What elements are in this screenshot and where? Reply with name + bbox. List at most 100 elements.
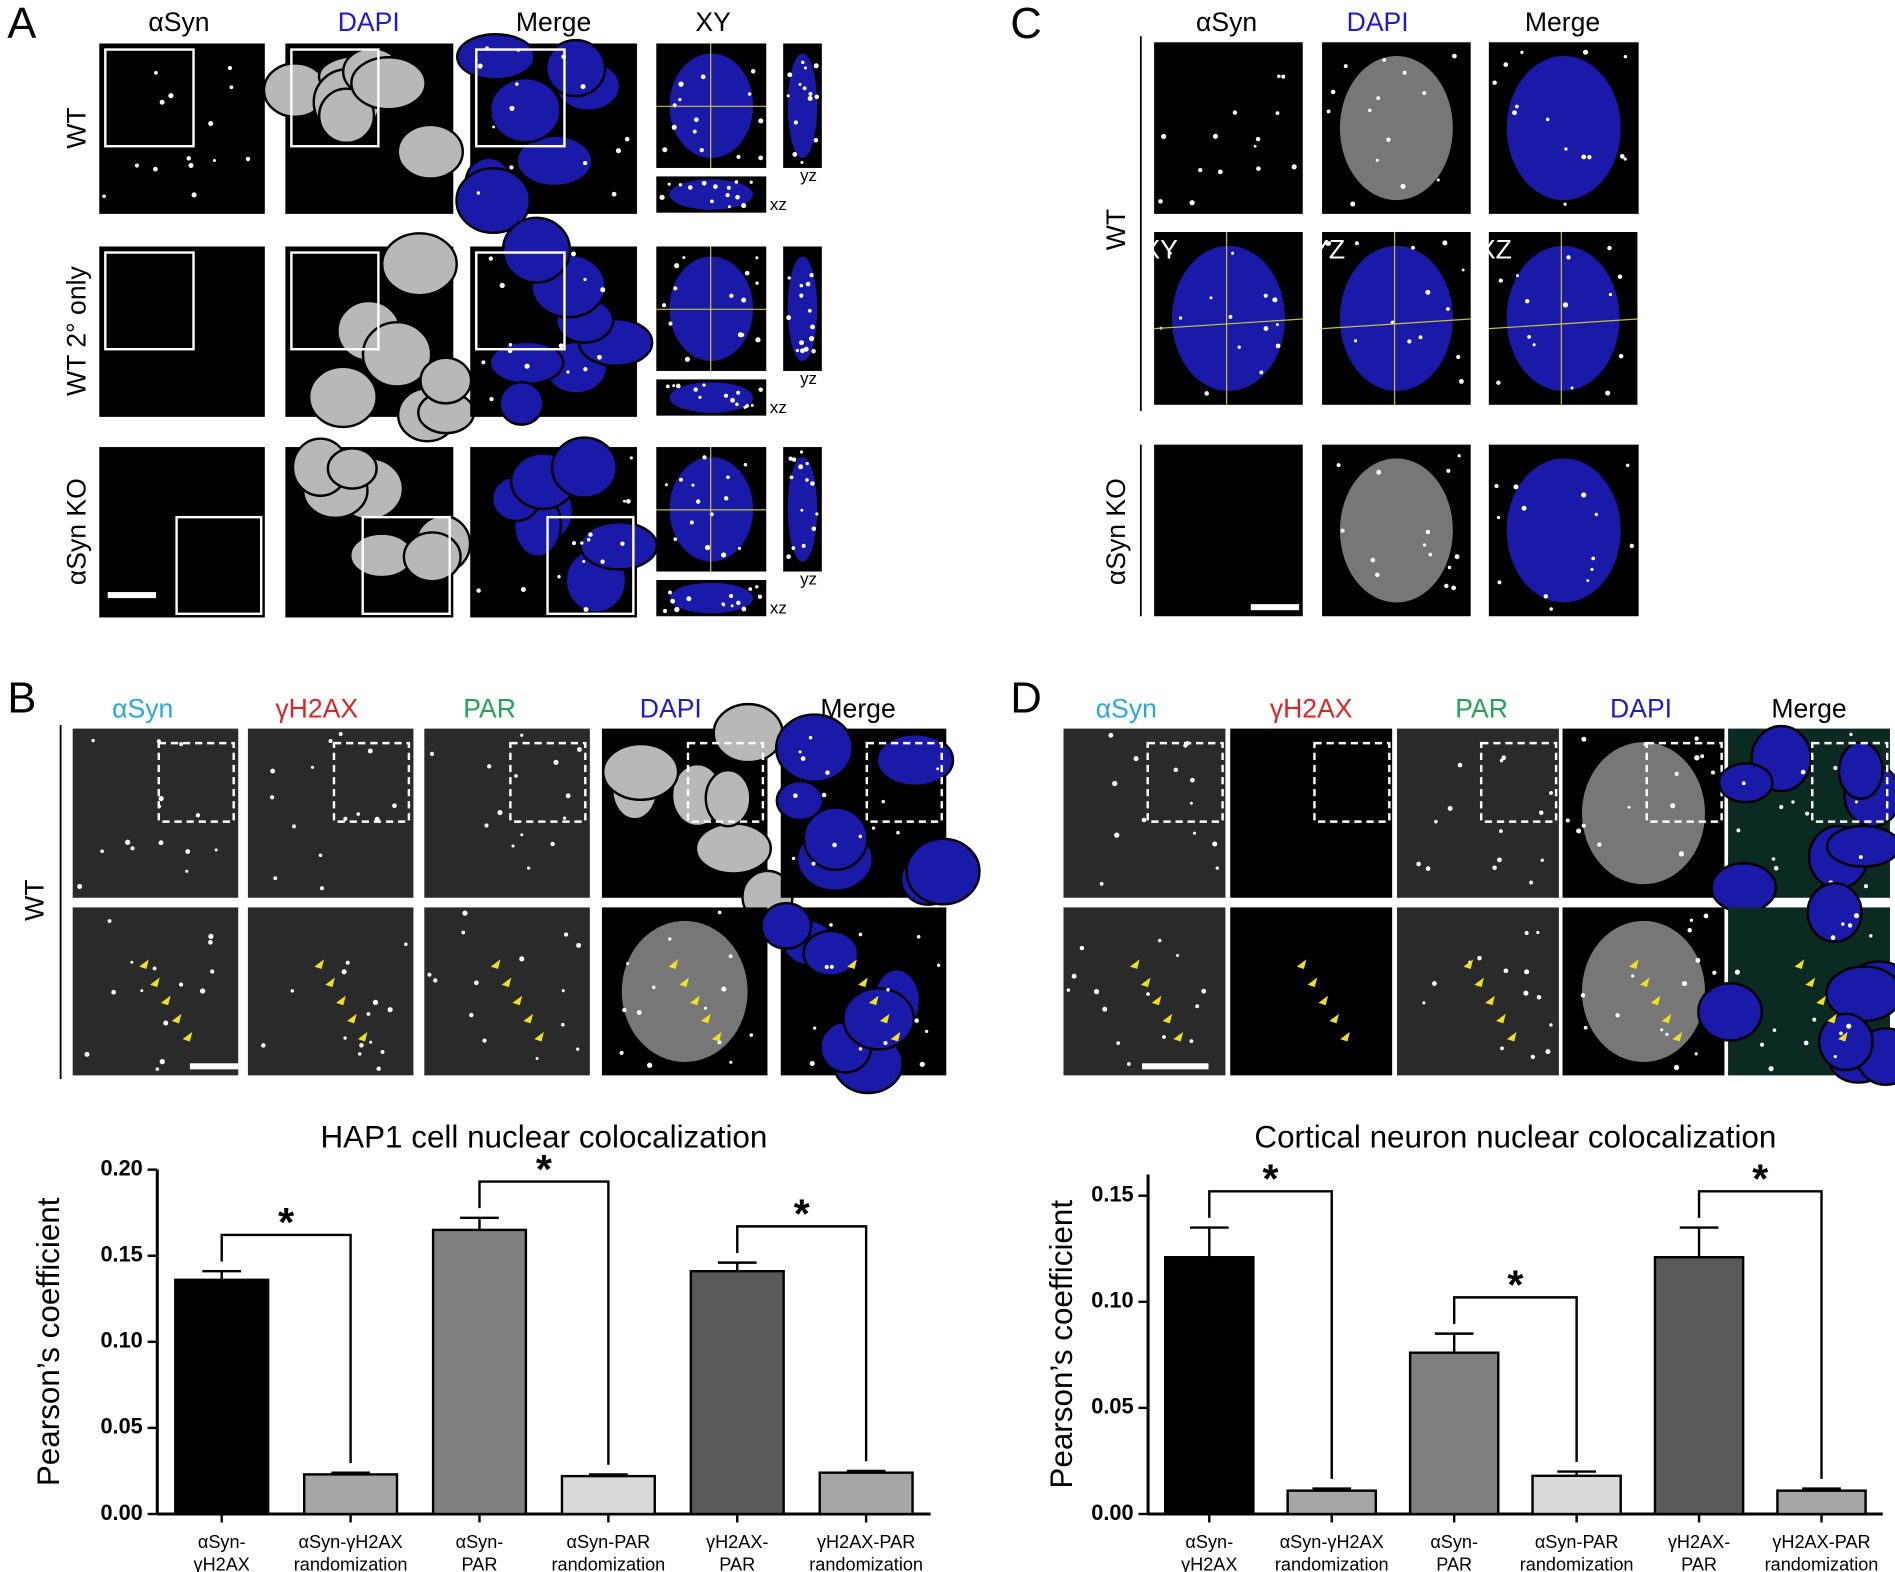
puncta (1457, 762, 1463, 768)
puncta (1370, 557, 1376, 563)
puncta (1281, 74, 1286, 79)
puncta (832, 842, 837, 848)
bar (1286, 1489, 1378, 1516)
y-tick-label: 0.00 (1091, 1500, 1133, 1525)
puncta (367, 748, 373, 754)
puncta (740, 332, 745, 337)
puncta (730, 604, 734, 608)
bar (689, 1270, 785, 1516)
nucleus (842, 987, 915, 1051)
puncta (1189, 1039, 1194, 1044)
significance-label: * (278, 1199, 294, 1245)
bar (302, 1473, 399, 1516)
puncta (489, 397, 494, 402)
label: yz (800, 166, 817, 185)
puncta (1803, 1040, 1809, 1046)
puncta (1215, 866, 1219, 870)
puncta (1586, 579, 1590, 582)
puncta (1545, 1049, 1551, 1055)
puncta (698, 395, 702, 399)
puncta (726, 475, 730, 480)
puncta (1418, 335, 1423, 340)
puncta (668, 590, 672, 595)
puncta (686, 596, 692, 602)
x-tick-label: randomization (551, 1555, 665, 1572)
puncta (1513, 484, 1519, 490)
puncta (787, 276, 791, 280)
puncta (561, 989, 565, 993)
y-tick-label: 0.15 (100, 1241, 142, 1266)
puncta (671, 124, 677, 130)
puncta (392, 803, 397, 809)
bar (431, 1228, 528, 1516)
puncta (1112, 780, 1118, 787)
puncta (668, 321, 673, 326)
puncta (583, 367, 588, 372)
puncta (799, 340, 804, 346)
puncta (1768, 1066, 1774, 1072)
puncta (1623, 157, 1627, 161)
puncta (1854, 800, 1858, 804)
puncta (871, 826, 876, 830)
puncta (600, 287, 606, 293)
puncta (338, 731, 343, 736)
puncta (125, 839, 131, 845)
puncta (629, 456, 633, 460)
puncta (1627, 805, 1631, 809)
y-axis-label: Pearson’s coefficient (31, 1197, 66, 1486)
puncta (801, 543, 806, 548)
x-tick-label: αSyn- (456, 1532, 504, 1552)
puncta (484, 823, 489, 828)
puncta (791, 546, 796, 550)
scale-bar (1142, 1063, 1209, 1070)
puncta (647, 1062, 653, 1068)
puncta (270, 768, 276, 774)
puncta (1532, 343, 1536, 347)
puncta (576, 942, 582, 948)
puncta (1452, 53, 1457, 59)
significance-bracket (1697, 1190, 1823, 1479)
puncta (1228, 314, 1233, 319)
panel-letter: A (7, 0, 36, 48)
puncta (245, 156, 251, 162)
puncta (515, 82, 519, 86)
puncta (799, 293, 804, 298)
puncta (615, 148, 622, 154)
puncta (726, 185, 731, 190)
puncta (662, 147, 668, 153)
nucleus (802, 929, 860, 977)
puncta (210, 969, 215, 974)
puncta (1525, 299, 1530, 304)
puncta (1275, 343, 1281, 349)
puncta (91, 738, 95, 743)
arrowhead (1140, 977, 1151, 988)
nucleus (1710, 862, 1778, 914)
puncta (469, 1012, 474, 1018)
puncta (1623, 54, 1628, 59)
puncta (813, 63, 819, 69)
nucleus (601, 742, 680, 802)
arrowhead (501, 977, 512, 988)
nucleus (1697, 982, 1764, 1042)
nucleus (712, 702, 784, 764)
nucleus (326, 447, 378, 490)
puncta (1253, 144, 1257, 148)
x-tick-label: αSyn-PAR (1535, 1532, 1619, 1552)
puncta (800, 160, 804, 164)
puncta (679, 477, 683, 482)
puncta (1190, 777, 1195, 783)
puncta (1425, 529, 1431, 535)
puncta (1536, 930, 1540, 934)
puncta (1198, 168, 1203, 173)
puncta (751, 69, 756, 74)
puncta (499, 282, 505, 288)
puncta (1587, 155, 1592, 160)
label: HAP1 cell nuclear colocalization (320, 1120, 767, 1155)
puncta (227, 66, 233, 71)
puncta (328, 739, 333, 744)
puncta (672, 384, 676, 388)
arrowhead (1838, 1031, 1848, 1042)
arrowhead (512, 995, 523, 1006)
panel-letter: B (7, 674, 36, 722)
nucleus (774, 713, 854, 783)
